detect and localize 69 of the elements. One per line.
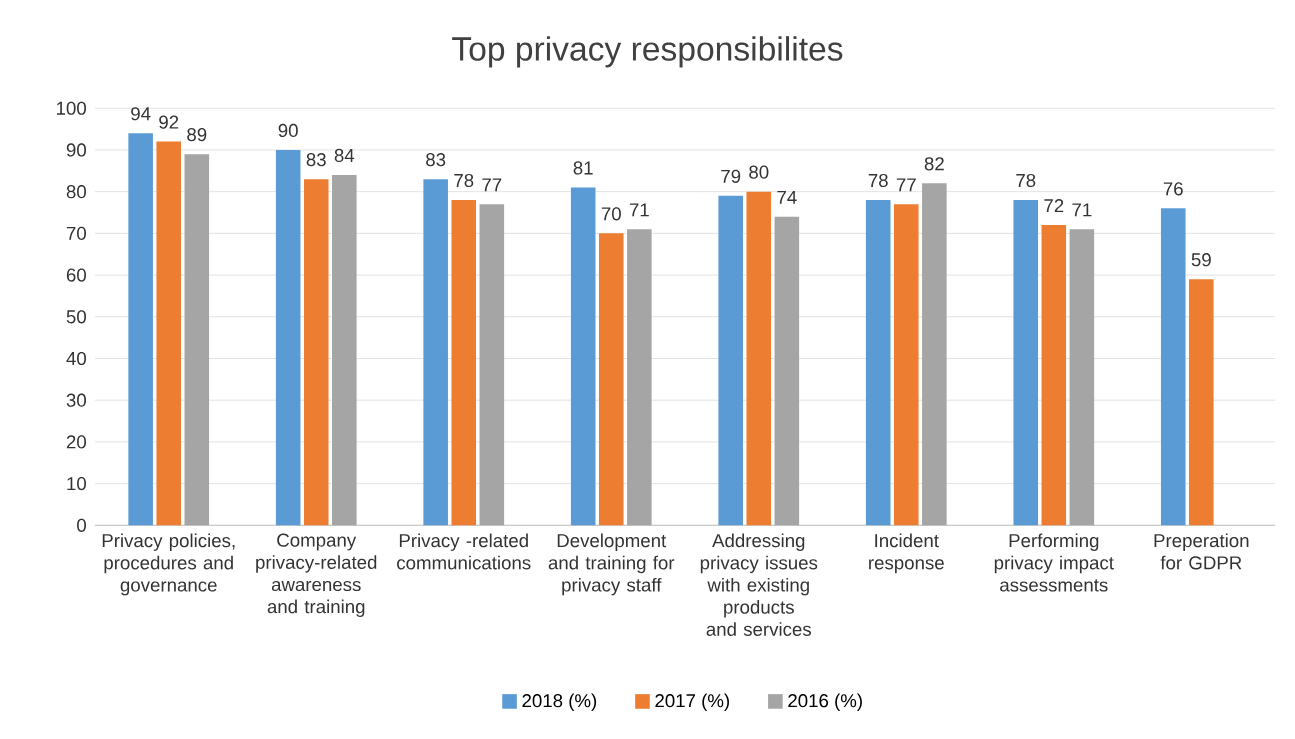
bar: [451, 199, 477, 526]
data-label: 74: [777, 190, 797, 204]
data-label: 70: [601, 207, 621, 221]
data-label: 90: [278, 123, 298, 137]
bar: [156, 141, 182, 526]
data-label: 89: [187, 127, 207, 142]
bar: [303, 179, 329, 526]
bar: [627, 229, 652, 526]
bar: [479, 204, 505, 526]
legend-label: 2016 (%): [788, 693, 862, 711]
bar: [1160, 208, 1186, 526]
bar: [184, 154, 210, 526]
data-label: 59: [1191, 253, 1211, 267]
y-tick-label: 100: [57, 101, 86, 115]
bar: [774, 216, 800, 526]
y-tick-label: 70: [66, 226, 86, 240]
y-tick-label: 0: [77, 518, 87, 532]
data-label: 71: [629, 203, 649, 217]
data-label: 81: [573, 161, 593, 175]
data-label: 77: [896, 178, 916, 192]
bar: [275, 149, 301, 526]
bar: [1069, 229, 1095, 526]
bar: [570, 187, 596, 526]
legend-label: 2018 (%): [522, 693, 597, 711]
data-label: 79: [721, 169, 741, 183]
y-tick-label: 10: [67, 476, 86, 491]
x-tick-label: Preperation for GDPR: [1154, 533, 1249, 570]
data-label: 78: [454, 173, 474, 188]
bar: [598, 233, 624, 526]
legend-label: 2017 (%): [655, 693, 730, 711]
data-label: 78: [1016, 173, 1036, 188]
y-tick-label: 80: [66, 185, 86, 199]
bar: [865, 199, 891, 526]
data-label: 83: [306, 152, 326, 167]
x-tick-label: Incident response: [869, 533, 944, 574]
data-label: 94: [131, 107, 151, 121]
y-tick-label: 90: [66, 143, 86, 157]
bar: [894, 204, 919, 526]
bar: [1041, 224, 1067, 526]
data-label: 82: [924, 157, 944, 171]
bar: [922, 183, 947, 526]
x-tick-label: Performing privacy impact assessments: [994, 533, 1114, 592]
data-label: 83: [426, 152, 446, 167]
bar: [128, 133, 153, 526]
data-label: 80: [749, 165, 769, 179]
data-label: 77: [482, 178, 502, 192]
bar: [1189, 279, 1214, 526]
bar: [1013, 199, 1039, 526]
data-label: 72: [1044, 199, 1064, 213]
x-tick-label: Privacy -related communications: [397, 533, 531, 570]
x-tick-label: Privacy policies, procedures and governance: [102, 533, 235, 596]
data-label: 92: [159, 115, 179, 129]
data-label: 76: [1163, 182, 1183, 196]
bar: [746, 191, 772, 526]
chart-title: Top privacy responsibilites: [452, 36, 843, 68]
data-label: 71: [1072, 203, 1092, 217]
data-label: 78: [868, 173, 888, 188]
y-tick-label: 60: [66, 268, 86, 282]
x-tick-label: Addressing privacy issues with existing products and services: [700, 533, 818, 636]
bar: [423, 179, 448, 526]
y-tick-label: 20: [66, 435, 86, 449]
x-tick-label: Development and training for privacy staff: [548, 533, 675, 596]
data-label: 84: [334, 148, 355, 163]
bar: [718, 195, 743, 526]
y-tick-label: 30: [66, 393, 86, 407]
x-tick-label: Company privacy-related awareness and training: [256, 533, 377, 617]
y-tick-label: 50: [66, 310, 86, 324]
y-tick-label: 40: [66, 351, 86, 366]
bar: [332, 174, 357, 526]
